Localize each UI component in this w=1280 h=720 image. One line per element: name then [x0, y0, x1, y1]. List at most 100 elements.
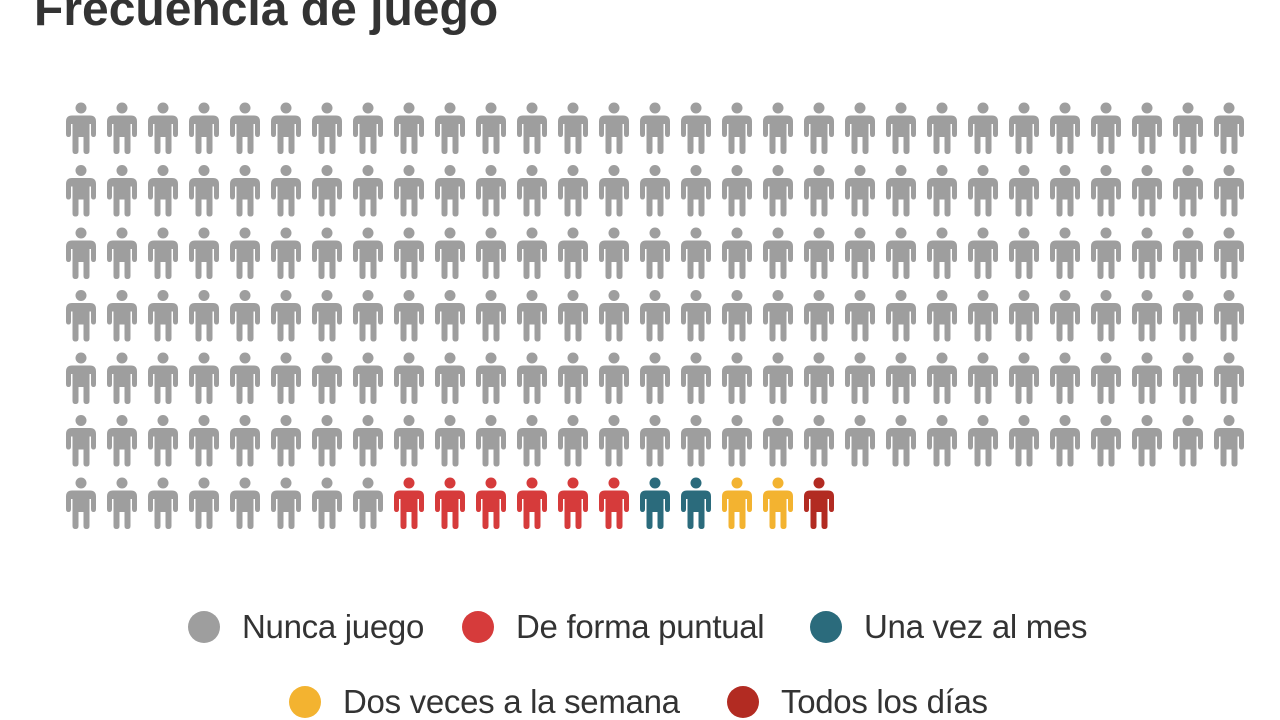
person-icon-nunca-juego: [722, 352, 752, 404]
person-icon-nunca-juego: [394, 352, 424, 404]
person-icon-nunca-juego: [804, 102, 834, 154]
person-icon-nunca-juego: [312, 165, 342, 217]
person-icon-nunca-juego: [353, 290, 383, 342]
person-icon-nunca-juego: [230, 415, 260, 467]
person-icon-nunca-juego: [435, 165, 465, 217]
person-icon-nunca-juego: [1173, 290, 1203, 342]
person-icon-nunca-juego: [107, 165, 137, 217]
person-icon-nunca-juego: [394, 102, 424, 154]
person-icon-nunca-juego: [189, 477, 219, 529]
person-icon-nunca-juego: [66, 477, 96, 529]
person-icon-nunca-juego: [722, 227, 752, 279]
person-icon-nunca-juego: [107, 290, 137, 342]
person-icon-de-forma-puntual: [599, 477, 629, 529]
person-icon-nunca-juego: [763, 227, 793, 279]
person-icon-nunca-juego: [1050, 102, 1080, 154]
person-icon-nunca-juego: [804, 352, 834, 404]
legend-label: Nunca juego: [242, 608, 425, 645]
person-icon-nunca-juego: [312, 415, 342, 467]
person-icon-nunca-juego: [148, 290, 178, 342]
person-icon-nunca-juego: [66, 415, 96, 467]
person-icon-nunca-juego: [599, 165, 629, 217]
person-icon-nunca-juego: [804, 165, 834, 217]
person-icon-nunca-juego: [148, 415, 178, 467]
person-icon-nunca-juego: [845, 352, 875, 404]
person-icon-nunca-juego: [1050, 415, 1080, 467]
person-icon-nunca-juego: [353, 352, 383, 404]
person-icon-nunca-juego: [1091, 165, 1121, 217]
person-icon-nunca-juego: [804, 415, 834, 467]
person-icon-nunca-juego: [599, 415, 629, 467]
person-icon-nunca-juego: [886, 290, 916, 342]
person-icon-nunca-juego: [435, 352, 465, 404]
person-icon-nunca-juego: [968, 165, 998, 217]
person-icon-nunca-juego: [148, 352, 178, 404]
person-icon-nunca-juego: [640, 352, 670, 404]
person-icon-nunca-juego: [230, 352, 260, 404]
person-icon-nunca-juego: [1214, 415, 1244, 467]
person-icon-nunca-juego: [476, 227, 506, 279]
person-icon-nunca-juego: [312, 227, 342, 279]
person-icon-nunca-juego: [1091, 227, 1121, 279]
person-icon-nunca-juego: [312, 477, 342, 529]
person-icon-nunca-juego: [1173, 165, 1203, 217]
person-icon-nunca-juego: [148, 102, 178, 154]
person-icon-nunca-juego: [435, 290, 465, 342]
person-icon-nunca-juego: [107, 477, 137, 529]
person-icon-nunca-juego: [435, 227, 465, 279]
person-icon-nunca-juego: [148, 165, 178, 217]
person-icon-nunca-juego: [1050, 227, 1080, 279]
person-icon-nunca-juego: [271, 165, 301, 217]
person-icon-nunca-juego: [1214, 227, 1244, 279]
person-icon-nunca-juego: [845, 102, 875, 154]
person-icon-nunca-juego: [968, 102, 998, 154]
person-icon-nunca-juego: [66, 165, 96, 217]
person-icon-nunca-juego: [394, 227, 424, 279]
person-icon-nunca-juego: [681, 352, 711, 404]
person-icon-nunca-juego: [271, 477, 301, 529]
person-icon-nunca-juego: [189, 290, 219, 342]
person-icon-nunca-juego: [517, 290, 547, 342]
person-icon-nunca-juego: [599, 227, 629, 279]
person-icon-nunca-juego: [927, 165, 957, 217]
person-icon-nunca-juego: [886, 227, 916, 279]
person-icon-nunca-juego: [1091, 352, 1121, 404]
person-icon-nunca-juego: [107, 352, 137, 404]
person-icon-nunca-juego: [927, 352, 957, 404]
person-icon-una-vez-al-mes: [681, 477, 711, 529]
person-icon-nunca-juego: [476, 102, 506, 154]
person-icon-nunca-juego: [312, 290, 342, 342]
person-icon-nunca-juego: [763, 102, 793, 154]
person-icon-nunca-juego: [968, 352, 998, 404]
person-icon-nunca-juego: [1173, 102, 1203, 154]
person-icon-nunca-juego: [271, 290, 301, 342]
legend-item-nunca-juego: Nunca juego: [188, 607, 424, 647]
person-icon-nunca-juego: [353, 227, 383, 279]
person-icon-nunca-juego: [1214, 290, 1244, 342]
person-icon-nunca-juego: [66, 227, 96, 279]
person-icon-nunca-juego: [353, 165, 383, 217]
person-icon-nunca-juego: [312, 102, 342, 154]
person-icon-nunca-juego: [189, 352, 219, 404]
person-icon-nunca-juego: [804, 290, 834, 342]
person-icon-nunca-juego: [599, 102, 629, 154]
legend-swatch: [462, 611, 494, 643]
legend-item-todos-los-dias: Todos los días: [727, 682, 988, 720]
person-icon-nunca-juego: [271, 102, 301, 154]
person-icon-nunca-juego: [230, 227, 260, 279]
legend-swatch: [727, 686, 759, 718]
person-icon-nunca-juego: [189, 227, 219, 279]
person-icon-nunca-juego: [927, 102, 957, 154]
person-icon-nunca-juego: [558, 102, 588, 154]
person-icon-una-vez-al-mes: [640, 477, 670, 529]
person-icon-nunca-juego: [845, 415, 875, 467]
person-icon-nunca-juego: [1009, 165, 1039, 217]
person-icon-nunca-juego: [927, 415, 957, 467]
person-icon-nunca-juego: [681, 290, 711, 342]
person-icon-nunca-juego: [681, 165, 711, 217]
person-icon-nunca-juego: [148, 227, 178, 279]
person-icon-nunca-juego: [681, 227, 711, 279]
person-icon-todos-los-dias: [804, 477, 834, 529]
legend-item-de-forma-puntual: De forma puntual: [462, 607, 765, 647]
person-icon-nunca-juego: [1009, 290, 1039, 342]
